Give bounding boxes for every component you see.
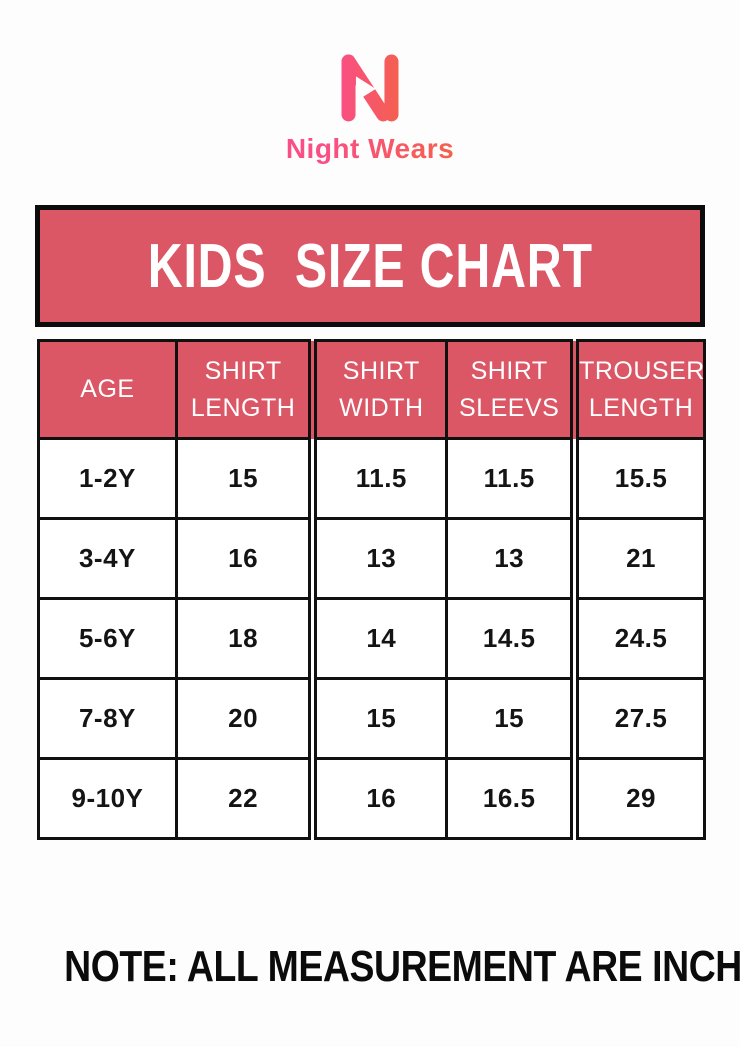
shirt-length-cell: 16: [174, 517, 315, 600]
trouser-length-cell: 21: [570, 517, 706, 600]
page-title: KIDS SIZE CHART: [147, 231, 593, 301]
table-row: 3-4Y 16 13 13 21: [37, 517, 706, 600]
brand-name: Night Wears: [285, 133, 455, 164]
shirt-width-cell: 14: [308, 597, 449, 680]
table-row: 7-8Y 20 15 15 27.5: [37, 677, 706, 760]
shirt-width-cell: 11.5: [308, 437, 449, 520]
size-table: AGE SHIRT LENGTH SHIRT WIDTH SHIRT SLEEV…: [37, 339, 706, 840]
column-header-shirt-width: SHIRT WIDTH: [308, 339, 449, 440]
shirt-sleevs-cell: 11.5: [445, 437, 577, 520]
title-banner: KIDS SIZE CHART: [35, 205, 705, 327]
table-row: 1-2Y 15 11.5 11.5 15.5: [37, 437, 706, 520]
shirt-length-cell: 15: [174, 437, 315, 520]
brand-header: Night Wears: [0, 50, 740, 165]
column-header-shirt-sleevs: SHIRT SLEEVS: [445, 339, 577, 440]
trouser-length-cell: 24.5: [570, 597, 706, 680]
shirt-sleevs-cell: 16.5: [445, 757, 577, 840]
trouser-length-cell: 15.5: [570, 437, 706, 520]
table-header-row: AGE SHIRT LENGTH SHIRT WIDTH SHIRT SLEEV…: [37, 339, 706, 440]
trouser-length-cell: 29: [570, 757, 706, 840]
shirt-sleevs-cell: 15: [445, 677, 577, 760]
age-cell: 9-10Y: [37, 757, 178, 840]
column-header-trouser-length: TROUSER LENGTH: [570, 339, 706, 440]
age-cell: 5-6Y: [37, 597, 178, 680]
age-cell: 3-4Y: [37, 517, 178, 600]
table-row: 9-10Y 22 16 16.5 29: [37, 757, 706, 840]
trouser-length-cell: 27.5: [570, 677, 706, 760]
table-row: 5-6Y 18 14 14.5 24.5: [37, 597, 706, 680]
night-wears-logo-icon: [328, 50, 412, 131]
column-header-shirt-length: SHIRT LENGTH: [174, 339, 315, 440]
shirt-width-cell: 13: [308, 517, 449, 600]
shirt-length-cell: 22: [174, 757, 315, 840]
shirt-length-cell: 20: [174, 677, 315, 760]
shirt-sleevs-cell: 13: [445, 517, 577, 600]
shirt-width-cell: 16: [308, 757, 449, 840]
age-cell: 7-8Y: [37, 677, 178, 760]
column-header-age: AGE: [37, 339, 178, 440]
measurement-note-text: NOTE: ALL MEASUREMENT ARE INCHES: [64, 942, 740, 991]
age-cell: 1-2Y: [37, 437, 178, 520]
shirt-sleevs-cell: 14.5: [445, 597, 577, 680]
shirt-length-cell: 18: [174, 597, 315, 680]
measurement-note: NOTE: ALL MEASUREMENT ARE INCHES: [0, 942, 740, 992]
shirt-width-cell: 15: [308, 677, 449, 760]
